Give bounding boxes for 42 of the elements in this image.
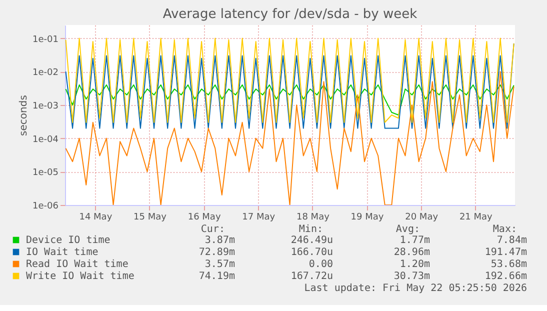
x-tick-label: 14 May (79, 212, 113, 222)
text: 0.00 (308, 259, 333, 270)
y-tick-label: 1e-03 (32, 101, 58, 112)
text: 3.57m (204, 259, 235, 270)
text: 167.72u (290, 271, 333, 282)
y-axis-title: seconds (18, 95, 30, 136)
y-tick-label: 1e-05 (32, 168, 58, 178)
text: 28.96m (394, 247, 430, 258)
text: 192.66m (484, 271, 527, 282)
x-tick-label: 15 May (134, 212, 168, 222)
legend-label: Read IO Wait time (26, 259, 128, 270)
text: Avg: (396, 224, 420, 235)
text: 53.68m (490, 259, 527, 270)
text: Min: (298, 224, 323, 235)
text: 166.70u (290, 247, 333, 258)
text: Last update: Fri May 22 05:25:50 2026 (304, 283, 527, 294)
y-tick-label: 1e-02 (32, 68, 58, 78)
x-tick-label: 18 May (296, 212, 330, 222)
x-tick-label: 17 May (242, 212, 276, 222)
line-series (65, 84, 514, 116)
y-tick-label: 1e-04 (32, 134, 59, 145)
x-tick-label: 21 May (459, 212, 494, 222)
text: 74.19m (198, 271, 235, 282)
text: Cur: (200, 224, 225, 235)
text: 1.20m (400, 259, 430, 270)
y-tick-label: 1e-01 (32, 34, 58, 45)
legend-label: Device IO time (26, 235, 110, 246)
chart-title: Average latency for /dev/sda - by week (162, 7, 418, 22)
text: 1.77m (400, 235, 430, 246)
x-tick-label: 16 May (188, 212, 222, 222)
x-tick-label: 20 May (405, 212, 439, 222)
text: 72.89m (198, 247, 235, 258)
text: 3.87m (204, 235, 235, 246)
legend-label: IO Wait time (26, 247, 98, 258)
text: Max: (492, 224, 517, 235)
legend-label: Write IO Wait time (26, 271, 134, 282)
text: 7.84m (496, 235, 527, 246)
text: 30.73m (394, 271, 430, 282)
y-tick-label: 1e-06 (32, 202, 59, 212)
text: 191.47m (484, 247, 527, 258)
text: 246.49u (290, 235, 333, 246)
x-tick-label: 19 May (350, 212, 384, 222)
